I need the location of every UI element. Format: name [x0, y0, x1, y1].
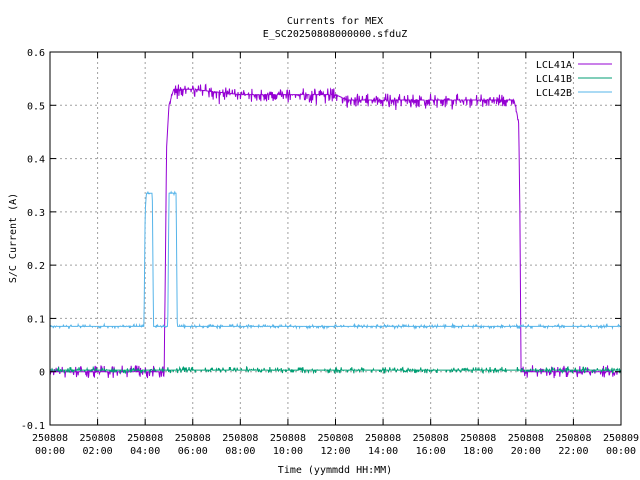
y-tick-label: -0.1 — [21, 421, 45, 432]
legend: LCL41A LCL41B LCL42B — [536, 60, 612, 99]
x-tick-label-date: 250808 — [365, 433, 401, 444]
x-tick-label-time: 04:00 — [130, 446, 160, 457]
x-tick-label-date: 250808 — [270, 433, 306, 444]
x-tick-label-time: 20:00 — [511, 446, 541, 457]
chart-subtitle: E_SC20250808000000.sfduZ — [263, 29, 408, 40]
x-tick-label-date: 250808 — [127, 433, 163, 444]
x-tick-label-date: 250808 — [80, 433, 116, 444]
x-tick-label-time: 16:00 — [416, 446, 446, 457]
x-tick-label-time: 22:00 — [558, 446, 588, 457]
y-tick-label: 0.5 — [27, 101, 45, 112]
y-tick-label: 0.2 — [27, 261, 45, 272]
axis-ticks: -0.1 0 0.1 0.2 0.3 0.4 0.5 0.6 250808 00:00 250808… — [21, 48, 639, 457]
x-tick-label-time: 18:00 — [463, 446, 493, 457]
y-tick-label: 0.4 — [27, 155, 45, 166]
x-tick-label-time: 00:00 — [35, 446, 65, 457]
x-tick-label-date: 250808 — [508, 433, 544, 444]
x-tick-label-time: 02:00 — [83, 446, 113, 457]
x-tick-label-date: 250808 — [555, 433, 591, 444]
series-line-lcl41b — [49, 365, 621, 375]
x-tick-label-time: 08:00 — [225, 446, 255, 457]
x-tick-label-time: 10:00 — [273, 446, 303, 457]
x-tick-label-date: 250808 — [460, 433, 496, 444]
y-tick-label: 0.6 — [27, 48, 45, 59]
x-tick-label-time: 06:00 — [178, 446, 208, 457]
x-axis-label: Time (yymmdd HH:MM) — [278, 465, 392, 476]
y-tick-label: 0.3 — [27, 208, 45, 219]
x-tick-label-time: 00:00 — [606, 446, 636, 457]
x-tick-label-time: 12:00 — [320, 446, 350, 457]
legend-label: LCL42B — [536, 88, 572, 99]
legend-label: LCL41B — [536, 74, 572, 85]
x-tick-label-date: 250808 — [222, 433, 258, 444]
grid-lines — [50, 52, 621, 425]
x-tick-label-date: 250809 — [603, 433, 639, 444]
y-tick-label: 0.1 — [27, 314, 45, 325]
y-axis-label: S/C Current (A) — [8, 193, 19, 283]
series-layer — [49, 83, 622, 379]
chart-title: Currents for MEX — [287, 16, 383, 27]
y-tick-label: 0 — [39, 368, 45, 379]
x-tick-label-date: 250808 — [317, 433, 353, 444]
legend-label: LCL41A — [536, 60, 572, 71]
x-tick-label-date: 250808 — [32, 433, 68, 444]
x-tick-label-date: 250808 — [175, 433, 211, 444]
series-line-lcl42b — [50, 190, 622, 330]
x-tick-label-date: 250808 — [413, 433, 449, 444]
x-tick-label-time: 14:00 — [368, 446, 398, 457]
